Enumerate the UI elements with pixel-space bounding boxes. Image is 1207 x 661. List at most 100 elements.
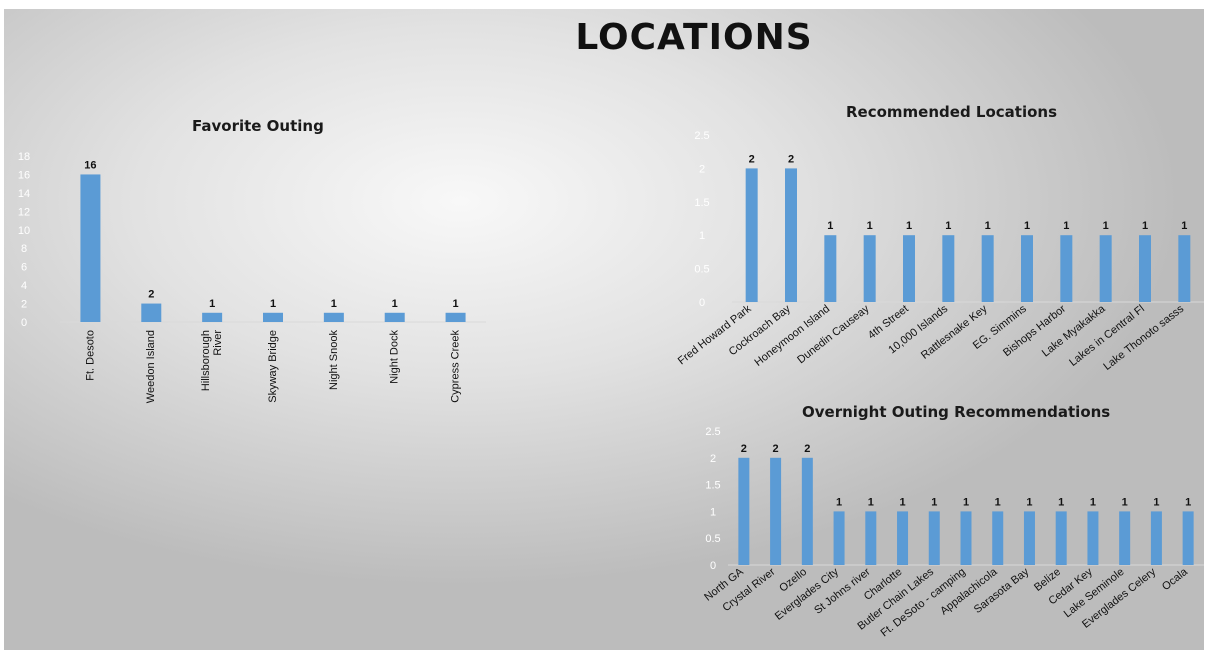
recommended-locations-data-label: 2 — [788, 153, 794, 165]
favorite-outing-ytick-label: 16 — [18, 169, 30, 181]
overnight-outing-bar — [960, 511, 972, 565]
recommended-locations-ytick-label: 2 — [699, 163, 705, 175]
favorite-outing-ytick-label: 10 — [18, 225, 30, 237]
overnight-outing-category-label: Ocala — [1160, 565, 1191, 593]
favorite-outing-ytick-label: 2 — [21, 299, 27, 311]
favorite-outing-bar — [323, 312, 344, 322]
overnight-outing-chart-title: Overnight Outing Recommendations — [802, 403, 1111, 421]
favorite-outing-ytick-label: 8 — [21, 243, 27, 255]
recommended-locations-data-label: 1 — [945, 220, 951, 232]
favorite-outing-ytick-label: 6 — [21, 262, 27, 274]
overnight-outing-ytick-label: 2.5 — [705, 426, 720, 438]
recommended-locations-bar — [1099, 235, 1112, 302]
overnight-outing-bar — [1119, 511, 1131, 565]
overnight-outing-data-label: 1 — [868, 496, 874, 508]
favorite-outing-bar — [80, 174, 101, 322]
recommended-locations-ytick-label: 2.5 — [694, 130, 709, 142]
overnight-outing-ytick-label: 0.5 — [705, 533, 720, 545]
recommended-locations-bar — [1021, 235, 1033, 302]
overnight-outing-data-label: 1 — [899, 496, 905, 508]
favorite-outing-bar — [202, 312, 223, 322]
favorite-outing-category-label: Skyway Bridge — [267, 330, 279, 403]
overnight-outing-data-label: 1 — [1058, 496, 1064, 508]
recommended-locations-data-label: 1 — [985, 220, 991, 232]
recommended-locations-bar — [745, 168, 758, 302]
overnight-outing-ytick-label: 0 — [710, 560, 716, 572]
overnight-outing-ytick-label: 1.5 — [705, 480, 720, 492]
favorite-outing-category-label: HillsboroughRiver — [200, 330, 224, 391]
overnight-outing-data-label: 1 — [931, 496, 937, 508]
overnight-outing-data-label: 1 — [1122, 496, 1128, 508]
overnight-outing-data-label: 1 — [1153, 496, 1159, 508]
favorite-outing-category-label: Weedon Island — [145, 330, 157, 403]
overnight-outing-data-label: 1 — [836, 496, 842, 508]
favorite-outing-category-label: Night Dock — [389, 330, 401, 384]
favorite-outing-bar — [445, 312, 466, 322]
recommended-locations-data-label: 1 — [1103, 220, 1109, 232]
overnight-outing-data-label: 2 — [741, 443, 747, 455]
overnight-outing-bar — [1182, 511, 1194, 565]
favorite-outing-data-label: 16 — [84, 159, 96, 171]
overnight-outing-data-label: 1 — [1185, 496, 1191, 508]
recommended-locations-data-label: 1 — [1024, 220, 1030, 232]
slide-canvas: LOCATIONS Favorite Outing Recommended Lo… — [4, 9, 1204, 650]
recommended-locations-bar — [981, 235, 994, 302]
recommended-locations-bar — [903, 235, 915, 302]
recommended-locations-chart-title: Recommended Locations — [846, 103, 1058, 121]
favorite-outing-bar — [384, 312, 405, 322]
recommended-locations-data-label: 1 — [1063, 220, 1069, 232]
favorite-outing-ytick-label: 12 — [18, 206, 30, 218]
recommended-locations-category-label: Honeymoon Island — [753, 303, 833, 369]
favorite-outing-category-label: Cypress Creek — [449, 330, 461, 403]
recommended-locations-data-label: 2 — [749, 153, 755, 165]
recommended-locations-ytick-label: 0 — [699, 297, 705, 309]
overnight-outing-data-label: 1 — [995, 496, 1001, 508]
overnight-outing-bar — [738, 457, 750, 565]
overnight-outing-category-label: Sarasota Bay — [972, 566, 1032, 616]
overnight-outing-bar — [865, 511, 877, 565]
overnight-outing-data-label: 1 — [1026, 496, 1032, 508]
overnight-outing-bar — [897, 511, 909, 565]
favorite-outing-category-label: Ft. Desoto — [84, 330, 96, 381]
recommended-locations-data-label: 1 — [867, 220, 873, 232]
recommended-locations-category-label: Rattlesnake Key — [919, 303, 990, 362]
overnight-outing-ytick-label: 1 — [710, 506, 716, 518]
favorite-outing-bar — [263, 312, 283, 322]
favorite-outing-ytick-label: 14 — [18, 188, 30, 200]
recommended-locations-bar — [942, 235, 955, 302]
overnight-outing-bar — [1023, 511, 1035, 565]
favorite-outing-bar — [141, 303, 162, 322]
overnight-outing-bar — [1150, 511, 1162, 565]
favorite-outing-data-label: 1 — [453, 298, 459, 310]
overnight-outing-bar — [770, 457, 782, 565]
recommended-locations-bar — [1139, 235, 1151, 302]
overnight-outing-bar — [833, 511, 845, 565]
favorite-outing-data-label: 2 — [148, 289, 154, 301]
recommended-locations-data-label: 1 — [906, 220, 912, 232]
overnight-outing-bar — [992, 511, 1004, 565]
recommended-locations-bar — [785, 168, 797, 302]
overnight-outing-bar — [1055, 511, 1067, 565]
recommended-locations-category-label: Fred Howard Park — [676, 303, 754, 368]
recommended-locations-data-label: 1 — [1142, 220, 1148, 232]
favorite-outing-ytick-label: 0 — [21, 317, 27, 329]
overnight-outing-bar — [928, 511, 940, 565]
recommended-locations-ytick-label: 1 — [699, 230, 705, 242]
recommended-locations-ytick-label: 1.5 — [694, 197, 709, 209]
favorite-outing-data-label: 1 — [270, 298, 276, 310]
overnight-outing-data-label: 2 — [773, 443, 779, 455]
recommended-locations-bar — [863, 235, 876, 302]
favorite-outing-data-label: 1 — [331, 298, 337, 310]
favorite-outing-category-label: Night Snook — [328, 330, 340, 390]
overnight-outing-bar — [1087, 511, 1099, 565]
recommended-locations-bar — [1178, 235, 1191, 302]
favorite-outing-chart-title: Favorite Outing — [192, 117, 324, 135]
overnight-outing-bar — [801, 457, 813, 565]
recommended-locations-ytick-label: 0.5 — [694, 264, 709, 276]
recommended-locations-bar — [1060, 235, 1073, 302]
favorite-outing-data-label: 1 — [392, 298, 398, 310]
recommended-locations-bar — [824, 235, 837, 302]
overnight-outing-data-label: 1 — [1090, 496, 1096, 508]
overnight-outing-ytick-label: 2 — [710, 453, 716, 465]
